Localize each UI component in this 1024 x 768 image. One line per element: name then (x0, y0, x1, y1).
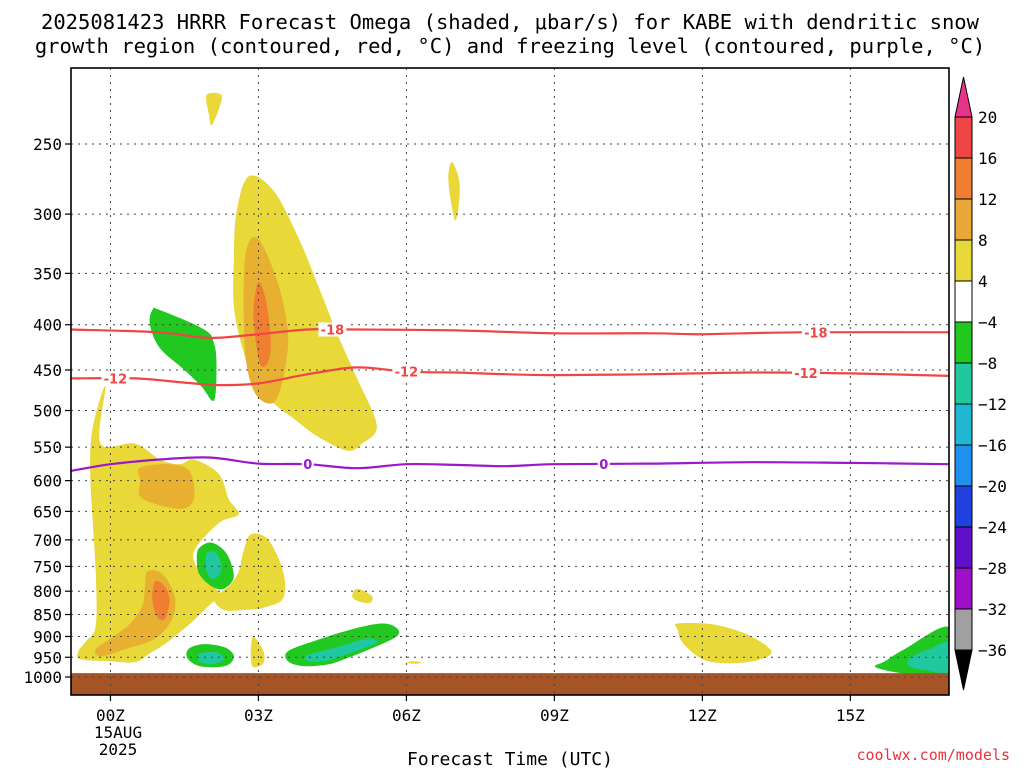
credit-label: coolwx.com/models (856, 746, 1010, 764)
contour-label-bg (597, 456, 610, 471)
contour-label-bg (318, 322, 347, 337)
x-tick-label-09Z: 09Z (540, 706, 569, 725)
contour-label-bg (101, 371, 130, 386)
contour-label-2-0: 0 (303, 458, 312, 473)
colorbar-label-4: 4 (978, 272, 988, 291)
omega-region-neg8-22 (907, 641, 949, 674)
contour-label-bg (791, 366, 820, 381)
y-tick-label-350: 350 (33, 264, 62, 283)
colorbar-label-7: −12 (978, 395, 1007, 414)
contour-line-0 (71, 327, 949, 340)
x-axis-label: Forecast Time (UTC) (407, 749, 613, 768)
colorbar-segment-9 (954, 444, 973, 487)
y-tick-label-300: 300 (33, 205, 62, 224)
colorbar-label-5: −4 (978, 313, 997, 332)
x-axis-ticks: 00Z 03Z 06Z 09Z 12Z 15Z (96, 695, 865, 725)
contour-label-1-2: -12 (794, 367, 818, 382)
contour-line-1 (71, 366, 949, 387)
colorbar-segment-5 (954, 280, 973, 323)
colorbar-segment-6 (954, 321, 973, 364)
contour-label-0-1: -18 (804, 326, 828, 341)
colorbar-label-9: −20 (978, 477, 1007, 496)
y-tick-label-950: 950 (33, 648, 62, 667)
colorbar-segment-8 (954, 403, 973, 446)
colorbar-label-10: −24 (978, 518, 1007, 537)
y-tick-label-900: 900 (33, 627, 62, 646)
x-date-day-label: 15AUG (94, 723, 142, 742)
y-tick-label-450: 450 (33, 361, 62, 380)
omega-shaded-regions (71, 92, 949, 695)
colorbar-segment-10 (954, 485, 973, 528)
y-tick-label-1000: 1000 (23, 668, 62, 687)
contour-label-bg (392, 364, 421, 379)
colorbar-label-8: −16 (978, 436, 1007, 455)
colorbar-label-11: −28 (978, 559, 1007, 578)
contour-line-2 (71, 456, 949, 472)
omega-region-12-8 (152, 580, 170, 621)
omega-region-4-10 (250, 636, 265, 668)
y-tick-label-850: 850 (33, 606, 62, 625)
colorbar-label-1: 16 (978, 149, 997, 168)
y-tick-label-750: 750 (33, 557, 62, 576)
y-tick-label-400: 400 (33, 316, 62, 335)
colorbar-segment-11 (954, 526, 973, 569)
y-tick-label-800: 800 (33, 582, 62, 601)
omega-region-4-1 (448, 162, 460, 221)
contour-label-bg (801, 325, 830, 340)
colorbar-label-3: 8 (978, 231, 988, 250)
y-tick-label-650: 650 (33, 502, 62, 521)
x-tick-label-12Z: 12Z (688, 706, 717, 725)
contour-label-0-0: -18 (321, 323, 345, 338)
colorbar-segment-3 (954, 198, 973, 241)
y-tick-label-700: 700 (33, 531, 62, 550)
omega-region-4-0 (206, 92, 223, 126)
omega-region-4-13 (674, 622, 772, 664)
x-tick-label-15Z: 15Z (836, 706, 865, 725)
omega-region-4-5 (77, 386, 239, 663)
omega-region-8-6 (137, 464, 195, 509)
colorbar-segment-12 (954, 567, 973, 610)
omega-region-neg8-18 (197, 652, 225, 665)
y-tick-label-500: 500 (33, 402, 62, 421)
x-tick-label-03Z: 03Z (244, 706, 273, 725)
contour-label-bg (301, 457, 314, 472)
colorbar-segment-4 (954, 239, 973, 282)
colorbar: 20 16 12 8 4 −4 −8 −12 −16 −20 −24 −28 −32 −36 (954, 76, 1007, 691)
colorbar-bottom-arrow (954, 649, 973, 691)
colorbar-top-arrow (954, 76, 973, 118)
x-date-year-label: 2025 (99, 740, 138, 759)
omega-region-12-4 (253, 281, 271, 367)
colorbar-label-0: 20 (978, 108, 997, 127)
contour-label-1-0: -12 (104, 372, 128, 387)
omega-region-neg4-19 (285, 623, 400, 667)
colorbar-segment-7 (954, 362, 973, 405)
temperature-contours: -18 -18 -12 -12 -12 0 0 (71, 322, 949, 473)
colorbar-segment-1 (954, 116, 973, 159)
y-tick-label-550: 550 (33, 438, 62, 457)
colorbar-label-2: 12 (978, 190, 997, 209)
x-tick-label-06Z: 06Z (392, 706, 421, 725)
omega-region-neg8-16 (205, 551, 222, 580)
chart-title-line-1: 2025081423 HRRR Forecast Omega (shaded, … (41, 10, 980, 34)
contour-label-2-1: 0 (599, 458, 608, 473)
colorbar-label-6: −8 (978, 354, 997, 373)
colorbar-label-12: −32 (978, 600, 1007, 619)
colorbar-segment-2 (954, 157, 973, 200)
y-tick-label-250: 250 (33, 135, 62, 154)
plot-frame (70, 67, 950, 696)
omega-region-neg4-14 (149, 307, 217, 402)
surface-band (71, 673, 949, 695)
omega-region-neg8-20 (304, 638, 378, 662)
omega-region-4-12 (406, 661, 422, 664)
colorbar-segment-13 (954, 608, 973, 651)
contour-label-1-1: -12 (395, 366, 419, 381)
x-tick-label-00Z: 00Z (96, 706, 125, 725)
y-axis-ticks: 250 300 350 400 450 500 550 600 650 700 750 800 850 9… (23, 135, 71, 687)
omega-region-4-11 (352, 588, 373, 604)
chart-title-line-2: growth region (contoured, red, °C) and f… (35, 34, 985, 58)
y-tick-label-600: 600 (33, 472, 62, 491)
colorbar-label-13: −36 (978, 641, 1007, 660)
